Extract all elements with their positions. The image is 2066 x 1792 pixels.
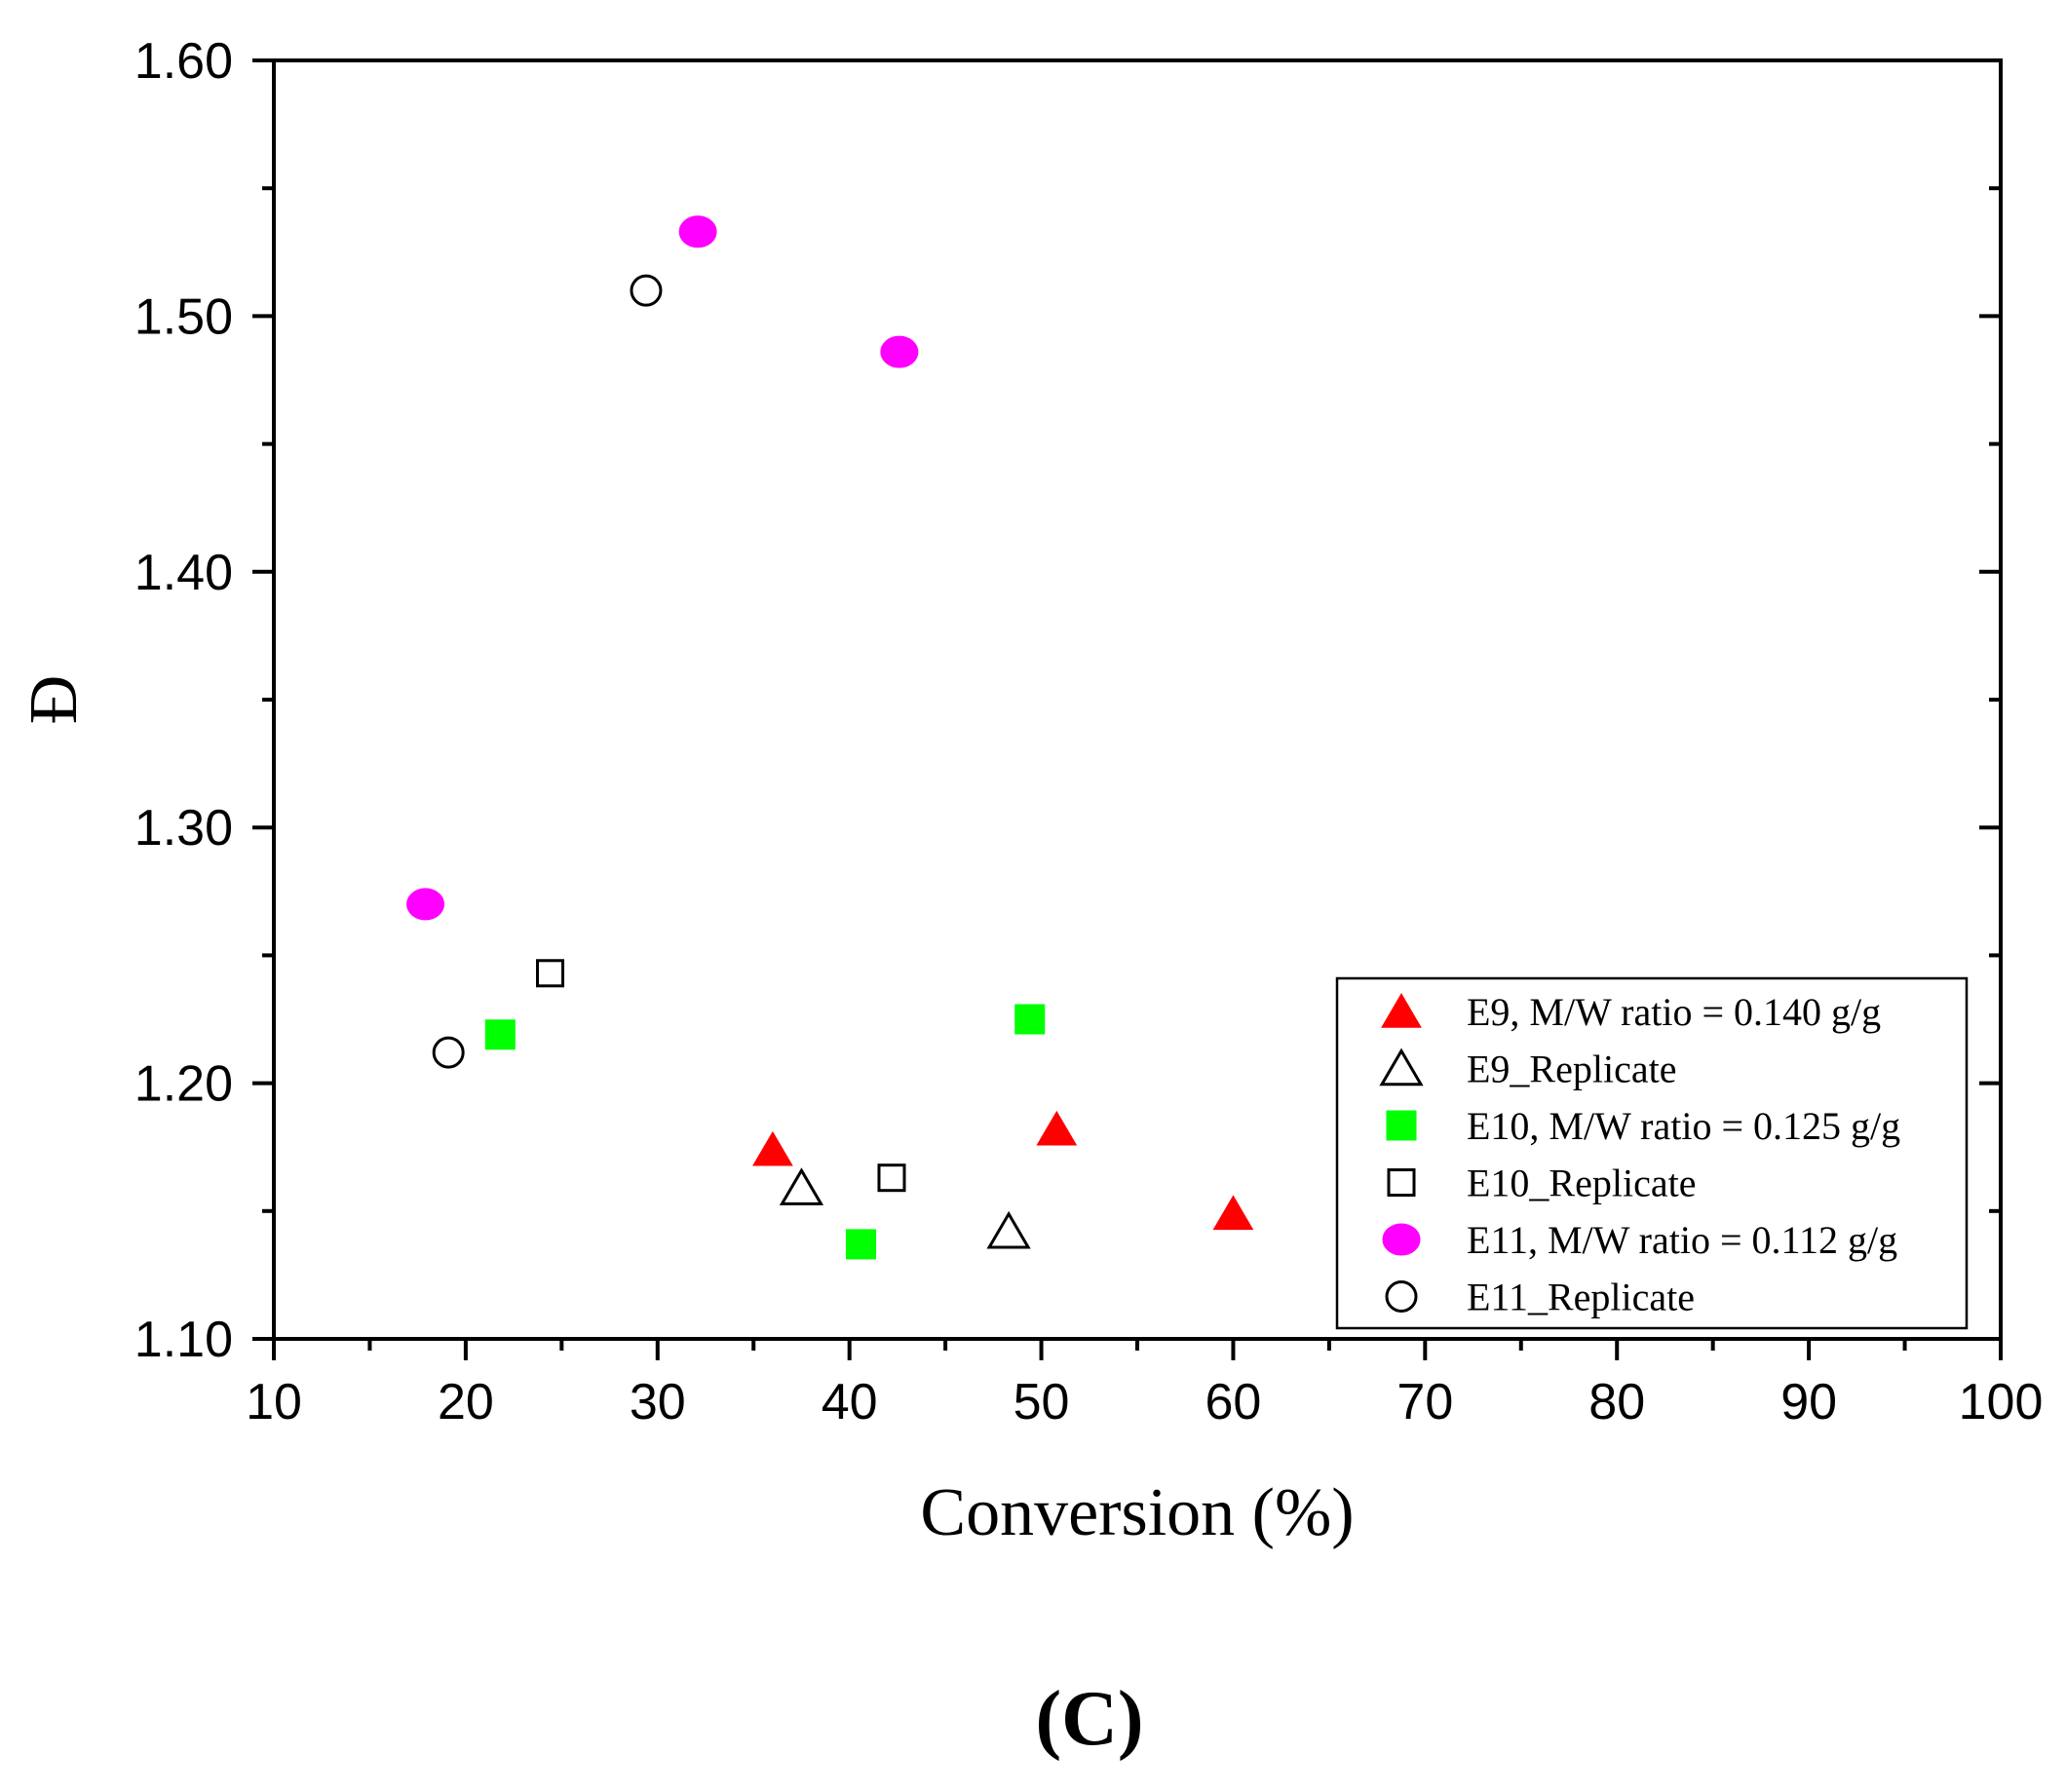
legend-marker bbox=[1379, 1048, 1424, 1087]
data-point bbox=[1036, 1110, 1078, 1146]
panel-label: (C) bbox=[1035, 1676, 1143, 1762]
y-tick-label: 1.10 bbox=[134, 1312, 233, 1368]
data-point bbox=[877, 1163, 906, 1193]
data-point bbox=[1014, 1004, 1046, 1035]
legend-label: E11_Replicate bbox=[1467, 1276, 1695, 1319]
legend: E9, M/W ratio = 0.140 g/g E9_Replicate E10… bbox=[1335, 976, 1969, 1330]
data-point bbox=[779, 1167, 824, 1205]
data-point bbox=[986, 1210, 1031, 1249]
data-markers bbox=[406, 215, 1254, 1260]
x-axis: 10 20 30 40 50 60 70 80 90 100 bbox=[246, 1339, 2043, 1430]
legend-label: E9_Replicate bbox=[1467, 1048, 1676, 1091]
x-tick-label: 40 bbox=[822, 1374, 878, 1430]
legend-label: E10_Replicate bbox=[1467, 1162, 1696, 1205]
y-tick-label: 1.30 bbox=[134, 800, 233, 857]
legend-marker bbox=[1386, 1110, 1417, 1141]
legend-box bbox=[1335, 976, 1969, 1330]
data-point bbox=[484, 1019, 516, 1050]
data-point bbox=[630, 274, 663, 307]
x-axis-title: Conversion (%) bbox=[920, 1475, 1354, 1550]
x-tick-label: 90 bbox=[1780, 1374, 1837, 1430]
data-point bbox=[845, 1229, 876, 1260]
legend-label: E9, M/W ratio = 0.140 g/g bbox=[1467, 990, 1881, 1034]
legend-marker bbox=[1385, 1280, 1418, 1313]
y-axis-title: Đ bbox=[17, 675, 92, 725]
x-tick-label: 70 bbox=[1396, 1374, 1453, 1430]
data-point bbox=[752, 1130, 793, 1166]
x-tick-label: 80 bbox=[1588, 1374, 1645, 1430]
data-point bbox=[678, 215, 717, 248]
x-tick-label: 100 bbox=[1959, 1374, 2044, 1430]
y-tick-label: 1.40 bbox=[134, 545, 233, 601]
x-tick-label: 20 bbox=[438, 1374, 494, 1430]
legend-label: E11, M/W ratio = 0.112 g/g bbox=[1467, 1218, 1897, 1262]
data-point bbox=[536, 959, 565, 988]
x-tick-label: 60 bbox=[1205, 1374, 1262, 1430]
data-point bbox=[1212, 1195, 1254, 1231]
legend-label: E10, M/W ratio = 0.125 g/g bbox=[1467, 1104, 1900, 1148]
data-point bbox=[406, 888, 445, 921]
y-tick-label: 1.60 bbox=[134, 33, 233, 90]
y-tick-label: 1.20 bbox=[134, 1056, 233, 1113]
data-point bbox=[432, 1036, 465, 1069]
data-point bbox=[880, 335, 919, 368]
legend-marker bbox=[1387, 1168, 1416, 1197]
x-tick-label: 10 bbox=[246, 1374, 302, 1430]
legend-marker bbox=[1381, 993, 1422, 1028]
y-tick-label: 1.50 bbox=[134, 288, 233, 345]
y-axis: 1.10 1.20 1.30 1.40 1.50 1.60 bbox=[134, 33, 2001, 1368]
x-tick-label: 30 bbox=[630, 1374, 686, 1430]
legend-marker bbox=[1382, 1223, 1421, 1256]
x-tick-label: 50 bbox=[1014, 1374, 1070, 1430]
